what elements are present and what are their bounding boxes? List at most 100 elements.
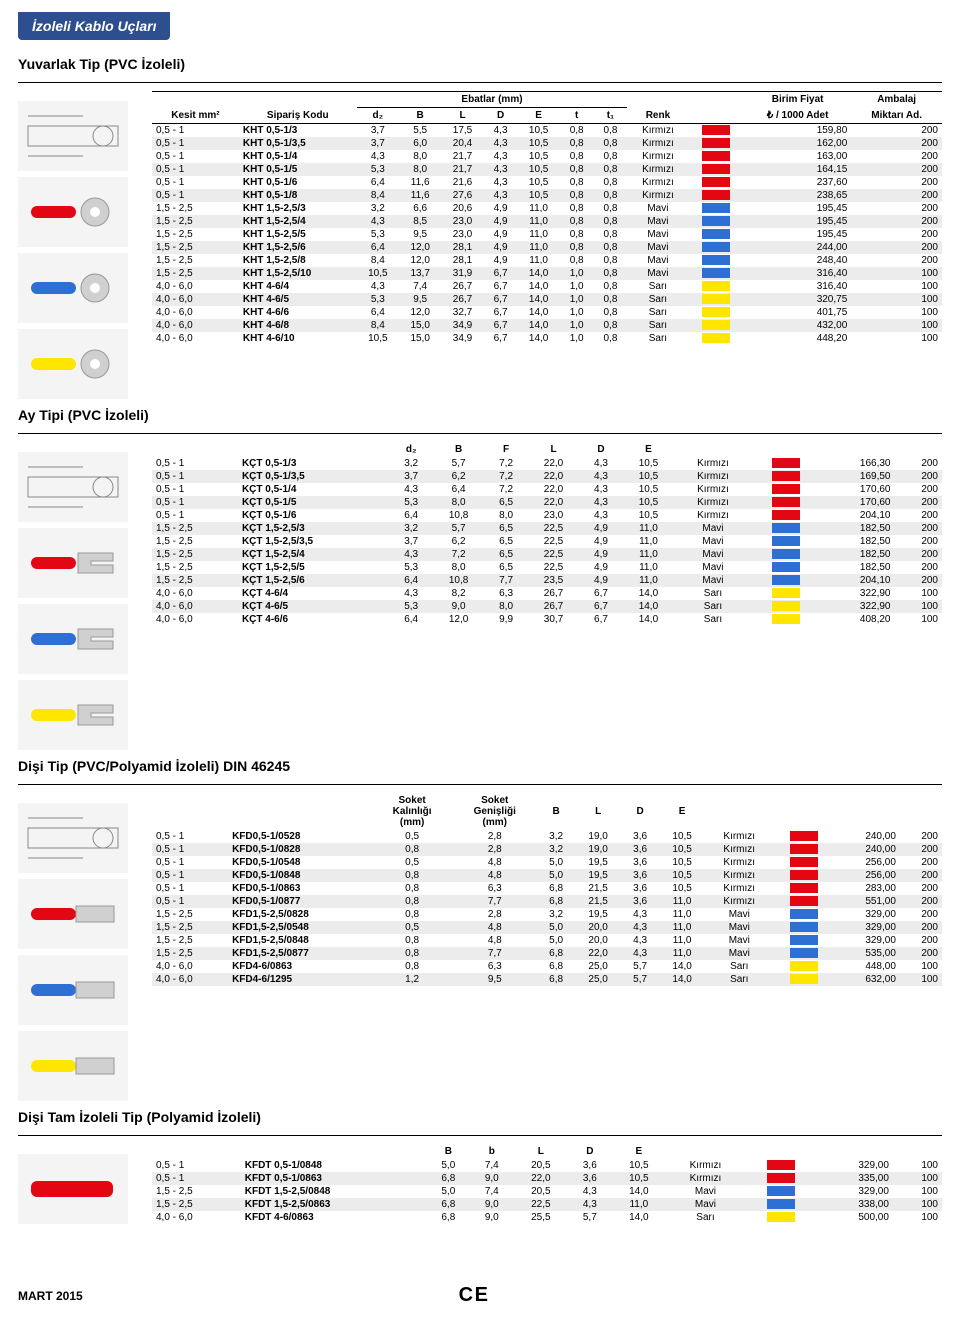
table-row: 1,5 - 2,5KÇT 1,5-2,5/44,37,26,522,54,911… [152,548,942,561]
color-swatch [790,974,818,984]
product-thumb [18,955,128,1025]
table-row: 1,5 - 2,5KHT 1,5-2,5/66,412,028,14,911,0… [152,241,942,254]
table-row: 0,5 - 1KFD0,5-1/08630,86,36,821,53,610,5… [152,882,942,895]
page-footer: MART 2015 C E [18,1284,942,1307]
color-swatch [772,484,800,494]
thumbnail-column [18,91,138,399]
table-row: 4,0 - 6,0KHT 4-6/66,412,032,76,714,01,00… [152,306,942,319]
table-row: 1,5 - 2,5KFDT 1,5-2,5/08636,89,022,54,31… [152,1198,942,1211]
section-title: Dişi Tam İzoleli Tip (Polyamid İzoleli) [18,1109,942,1125]
color-swatch [772,471,800,481]
color-swatch [790,831,818,841]
product-thumb [18,528,128,598]
color-swatch [767,1199,795,1209]
product-thumb [18,1031,128,1101]
table-row: 1,5 - 2,5KÇT 1,5-2,5/55,38,06,522,54,911… [152,561,942,574]
table-row: 4,0 - 6,0KÇT 4-6/44,38,26,326,76,714,0Sa… [152,587,942,600]
color-swatch [790,857,818,867]
color-swatch [702,138,730,148]
product-thumb [18,253,128,323]
color-swatch [767,1186,795,1196]
color-swatch [702,255,730,265]
product-thumb [18,803,128,873]
color-swatch [772,549,800,559]
section-title: Ay Tipi (PVC İzoleli) [18,407,942,423]
table-row: 0,5 - 1KHT 0,5-1/44,38,021,74,310,50,80,… [152,150,942,163]
color-swatch [772,575,800,585]
color-swatch [767,1212,795,1222]
table-row: 0,5 - 1KÇT 0,5-1/55,38,06,522,04,310,5Kı… [152,496,942,509]
table-row: 1,5 - 2,5KFD1,5-2,5/05480,54,85,020,04,3… [152,921,942,934]
table-row: 0,5 - 1KHT 0,5-1/55,38,021,74,310,50,80,… [152,163,942,176]
color-swatch [702,294,730,304]
table-row: 4,0 - 6,0KHT 4-6/88,415,034,96,714,01,00… [152,319,942,332]
color-swatch [790,844,818,854]
product-thumb [18,177,128,247]
product-thumb [18,604,128,674]
table-row: 1,5 - 2,5KHT 1,5-2,5/88,412,028,14,911,0… [152,254,942,267]
table-row: 1,5 - 2,5KÇT 1,5-2,5/66,410,87,723,54,91… [152,574,942,587]
color-swatch [772,497,800,507]
table-row: 1,5 - 2,5KÇT 1,5-2,5/33,25,76,522,54,911… [152,522,942,535]
product-thumb [18,879,128,949]
product-thumb [18,329,128,399]
color-swatch [790,870,818,880]
table-row: 0,5 - 1KFD0,5-1/08280,82,83,219,03,610,5… [152,843,942,856]
color-swatch [702,281,730,291]
product-thumb [18,101,128,171]
color-swatch [767,1173,795,1183]
section-title: Yuvarlak Tip (PVC İzoleli) [18,56,942,72]
table-row: 0,5 - 1KHT 0,5-1/3,53,76,020,44,310,50,8… [152,137,942,150]
product-thumb [18,452,128,522]
data-table: SoketKalınlığı(mm)SoketGenişliği(mm)BLDE… [152,793,942,986]
table-row: 0,5 - 1KÇT 0,5-1/66,410,88,023,04,310,5K… [152,509,942,522]
table-row: 1,5 - 2,5KFD1,5-2,5/08770,87,76,822,04,3… [152,947,942,960]
color-swatch [702,242,730,252]
table-row: 4,0 - 6,0KÇT 4-6/55,39,08,026,76,714,0Sa… [152,600,942,613]
table-row: 4,0 - 6,0KFDT 4-6/08636,89,025,55,714,0S… [152,1211,942,1224]
table-row: 4,0 - 6,0KHT 4-6/55,39,526,76,714,01,00,… [152,293,942,306]
color-swatch [702,151,730,161]
table-row: 4,0 - 6,0KÇT 4-6/66,412,09,930,76,714,0S… [152,613,942,626]
table-row: 1,5 - 2,5KHT 1,5-2,5/55,39,523,04,911,00… [152,228,942,241]
footer-date: MART 2015 [18,1289,83,1303]
thumbnail-column [18,442,138,750]
color-swatch [767,1160,795,1170]
color-swatch [702,216,730,226]
table-row: 0,5 - 1KFD0,5-1/05280,52,83,219,03,610,5… [152,830,942,843]
section-title: Dişi Tip (PVC/Polyamid İzoleli) DIN 4624… [18,758,942,774]
data-table: BbLDE0,5 - 1KFDT 0,5-1/08485,07,420,53,6… [152,1144,942,1224]
data-table: Ebatlar (mm)Birim FiyatAmbalajKesit mm²S… [152,91,942,345]
table-row: 1,5 - 2,5KFD1,5-2,5/08280,82,83,219,54,3… [152,908,942,921]
color-swatch [790,961,818,971]
thumbnail-column [18,793,138,1101]
table-row: 4,0 - 6,0KFD4-6/12951,29,56,825,05,714,0… [152,973,942,986]
table-row: 0,5 - 1KÇT 0,5-1/33,25,77,222,04,310,5Kı… [152,457,942,470]
color-swatch [702,333,730,343]
color-swatch [702,320,730,330]
table-row: 4,0 - 6,0KHT 4-6/1010,515,034,96,714,01,… [152,332,942,345]
page-title-tab: İzoleli Kablo Uçları [18,12,170,40]
table-row: 0,5 - 1KHT 0,5-1/66,411,621,64,310,50,80… [152,176,942,189]
product-thumb [18,680,128,750]
color-swatch [772,614,800,624]
color-swatch [772,588,800,598]
color-swatch [772,536,800,546]
table-row: 1,5 - 2,5KHT 1,5-2,5/33,26,620,64,911,00… [152,202,942,215]
table-row: 0,5 - 1KÇT 0,5-1/3,53,76,27,222,04,310,5… [152,470,942,483]
color-swatch [790,883,818,893]
table-row: 1,5 - 2,5KFDT 1,5-2,5/08485,07,420,54,31… [152,1185,942,1198]
table-row: 0,5 - 1KFDT 0,5-1/08636,89,022,03,610,5K… [152,1172,942,1185]
thumbnail-column [18,1144,138,1224]
color-swatch [702,164,730,174]
table-row: 0,5 - 1KFD0,5-1/05480,54,85,019,53,610,5… [152,856,942,869]
table-row: 0,5 - 1KÇT 0,5-1/44,36,47,222,04,310,5Kı… [152,483,942,496]
table-row: 4,0 - 6,0KFD4-6/08630,86,36,825,05,714,0… [152,960,942,973]
table-row: 0,5 - 1KHT 0,5-1/88,411,627,64,310,50,80… [152,189,942,202]
color-swatch [790,948,818,958]
header-group: Ebatlar (mm) [357,92,628,108]
table-row: 0,5 - 1KFD0,5-1/08770,87,76,821,53,611,0… [152,895,942,908]
table-row: 1,5 - 2,5KFD1,5-2,5/08480,84,85,020,04,3… [152,934,942,947]
color-swatch [702,125,730,135]
table-row: 1,5 - 2,5KÇT 1,5-2,5/3,53,76,26,522,54,9… [152,535,942,548]
